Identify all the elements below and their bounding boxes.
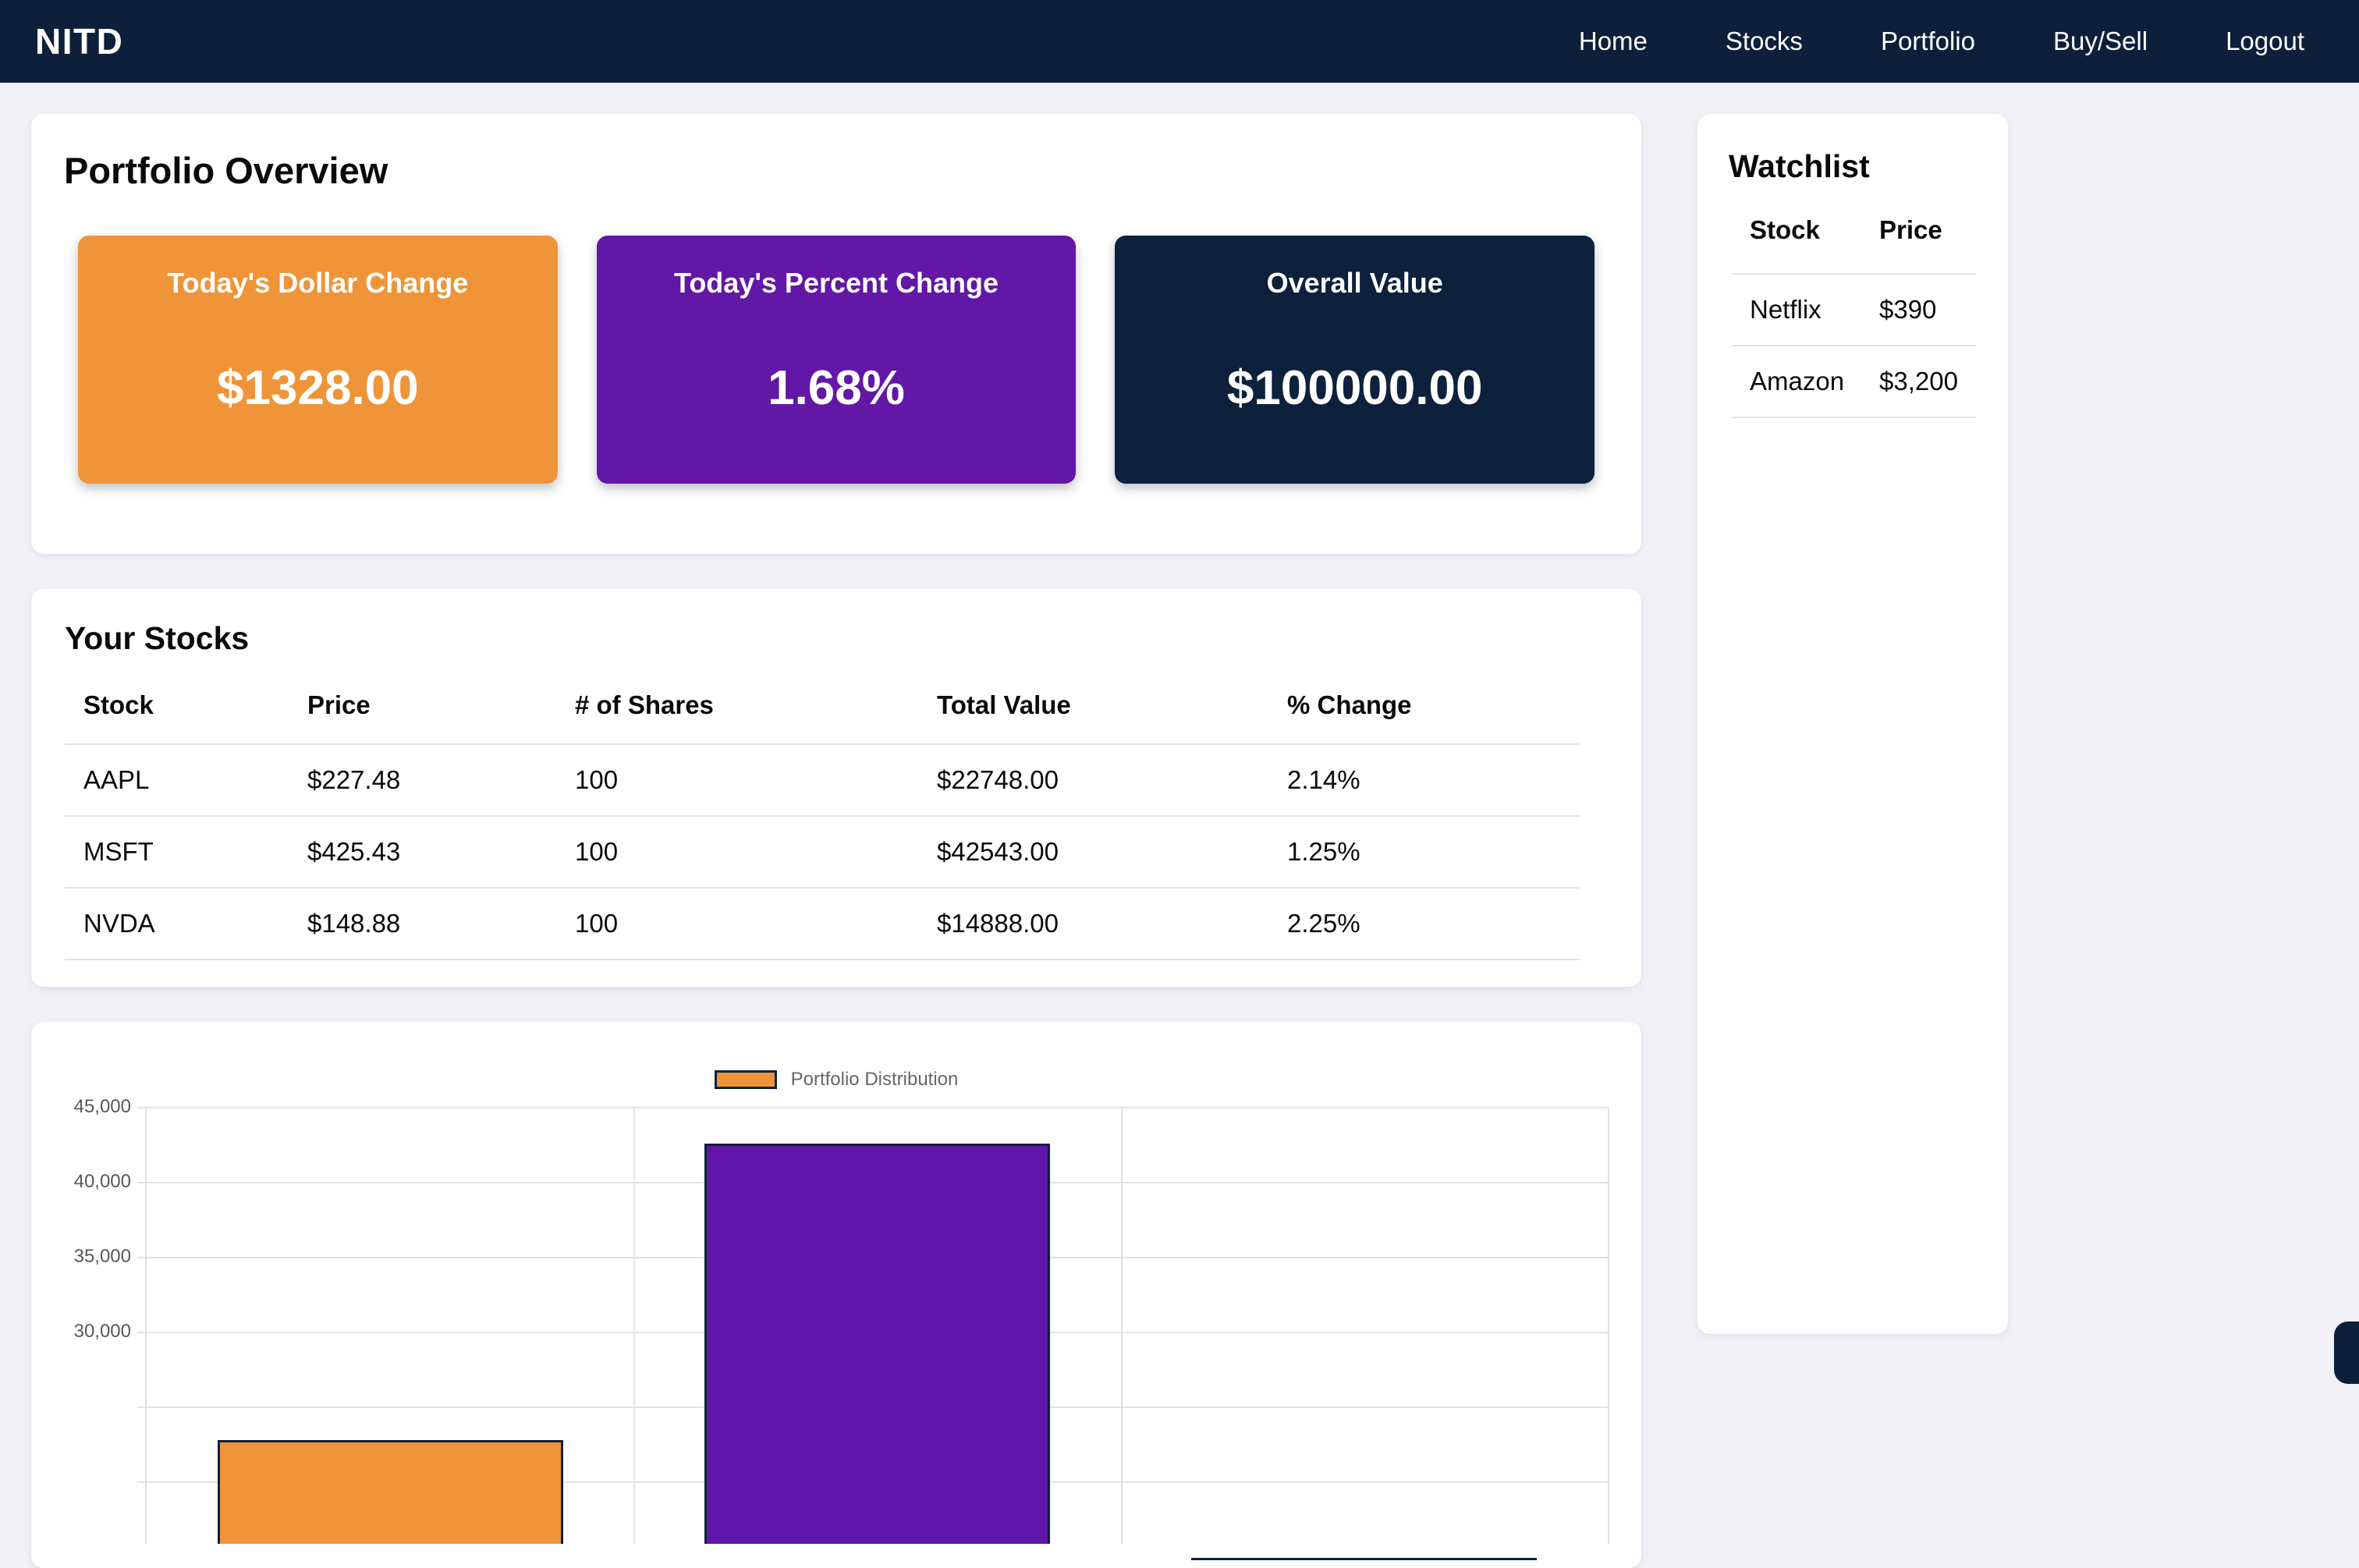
cell-total-value: $42543.00 (918, 816, 1268, 888)
chart-plot-area (145, 1107, 1609, 1544)
col-header-total-value: Total Value (918, 690, 1268, 744)
cell-symbol: MSFT (65, 816, 289, 888)
app-logo[interactable]: NITD (35, 20, 123, 62)
navbar: NITD Home Stocks Portfolio Buy/Sell Logo… (0, 0, 2359, 83)
stat-label: Today's Dollar Change (78, 267, 558, 300)
h-gridline (137, 1107, 1608, 1109)
watchlist-row-amazon: Amazon $3,200 (1733, 346, 1976, 417)
stat-value: $1328.00 (78, 360, 558, 416)
nav-links: Home Stocks Portfolio Buy/Sell Logout (1579, 27, 2304, 56)
nav-item-home[interactable]: Home (1579, 27, 1648, 56)
cell-price: $425.43 (289, 816, 556, 888)
v-gridline (633, 1107, 635, 1544)
your-stocks-title: Your Stocks (65, 620, 1580, 656)
stat-label: Today's Percent Change (597, 267, 1077, 300)
stat-card-dollar-change: Today's Dollar Change $1328.00 (78, 236, 558, 484)
table-row-aapl: AAPL $227.48 100 $22748.00 2.14% (65, 744, 1580, 816)
cell-total-value: $22748.00 (918, 744, 1268, 816)
cell-percent-change: 2.25% (1268, 888, 1580, 960)
cell-price: $148.88 (289, 888, 556, 960)
watchlist-header-row: Stock Price (1733, 215, 1976, 274)
chart-legend[interactable]: Portfolio Distribution (31, 1069, 1641, 1091)
portfolio-overview-card: Portfolio Overview Today's Dollar Change… (31, 114, 1641, 554)
watchlist-card: Watchlist Stock Price Netflix $390 Amazo… (1697, 114, 2008, 1334)
cell-percent-change: 2.14% (1268, 744, 1580, 816)
cell-stock-name: Amazon (1733, 346, 1862, 417)
cell-shares: 100 (556, 816, 918, 888)
stat-label: Overall Value (1115, 267, 1595, 300)
cell-symbol: NVDA (65, 888, 289, 960)
col-header-stock: Stock (65, 690, 289, 744)
left-column: Portfolio Overview Today's Dollar Change… (31, 114, 1641, 1568)
cell-price: $3,200 (1862, 346, 1976, 417)
watchlist-row-netflix: Netflix $390 (1733, 274, 1976, 346)
stocks-table: Stock Price # of Shares Total Value % Ch… (65, 690, 1580, 960)
col-header-price: Price (289, 690, 556, 744)
main-content: Portfolio Overview Today's Dollar Change… (0, 83, 2359, 1568)
col-header-price: Price (1862, 215, 1976, 274)
nav-item-stocks[interactable]: Stocks (1726, 27, 1803, 56)
nav-item-buysell[interactable]: Buy/Sell (2053, 27, 2148, 56)
cell-symbol: AAPL (65, 744, 289, 816)
your-stocks-card: Your Stocks Stock Price # of Shares Tota… (31, 589, 1641, 987)
y-tick-label: 35,000 (74, 1246, 131, 1268)
y-tick-label: 45,000 (74, 1096, 131, 1118)
y-tick-label: 40,000 (74, 1171, 131, 1193)
y-tick-label: 30,000 (74, 1321, 131, 1343)
stat-value: $100000.00 (1115, 360, 1595, 416)
chart-bar-aapl (218, 1440, 563, 1544)
watchlist-table: Stock Price Netflix $390 Amazon $3,200 (1733, 215, 1976, 418)
stat-card-row: Today's Dollar Change $1328.00 Today's P… (78, 236, 1595, 484)
v-gridline (1121, 1107, 1123, 1544)
stat-value: 1.68% (597, 360, 1077, 416)
col-header-shares: # of Shares (556, 690, 918, 744)
portfolio-overview-title: Portfolio Overview (64, 150, 1595, 192)
table-row-nvda: NVDA $148.88 100 $14888.00 2.25% (65, 888, 1580, 960)
chart-bar-nvda (1191, 1558, 1537, 1560)
table-row-msft: MSFT $425.43 100 $42543.00 1.25% (65, 816, 1580, 888)
nav-item-logout[interactable]: Logout (2226, 27, 2304, 56)
cell-shares: 100 (556, 888, 918, 960)
stat-card-overall-value: Overall Value $100000.00 (1115, 236, 1595, 484)
cell-percent-change: 1.25% (1268, 816, 1580, 888)
watchlist-title: Watchlist (1729, 148, 1977, 184)
cell-price: $227.48 (289, 744, 556, 816)
stocks-header-row: Stock Price # of Shares Total Value % Ch… (65, 690, 1580, 744)
portfolio-distribution-chart-card: Portfolio Distribution 45,000 40,000 35,00… (31, 1022, 1641, 1568)
stat-card-percent-change: Today's Percent Change 1.68% (597, 236, 1077, 484)
cell-price: $390 (1862, 274, 1976, 346)
legend-swatch-icon (715, 1070, 777, 1089)
cell-shares: 100 (556, 744, 918, 816)
col-header-stock: Stock (1733, 215, 1862, 274)
cell-total-value: $14888.00 (918, 888, 1268, 960)
col-header-percent-change: % Change (1268, 690, 1580, 744)
cell-stock-name: Netflix (1733, 274, 1862, 346)
nav-item-portfolio[interactable]: Portfolio (1881, 27, 1975, 56)
chart-bar-msft (704, 1144, 1050, 1544)
legend-label: Portfolio Distribution (791, 1069, 959, 1091)
